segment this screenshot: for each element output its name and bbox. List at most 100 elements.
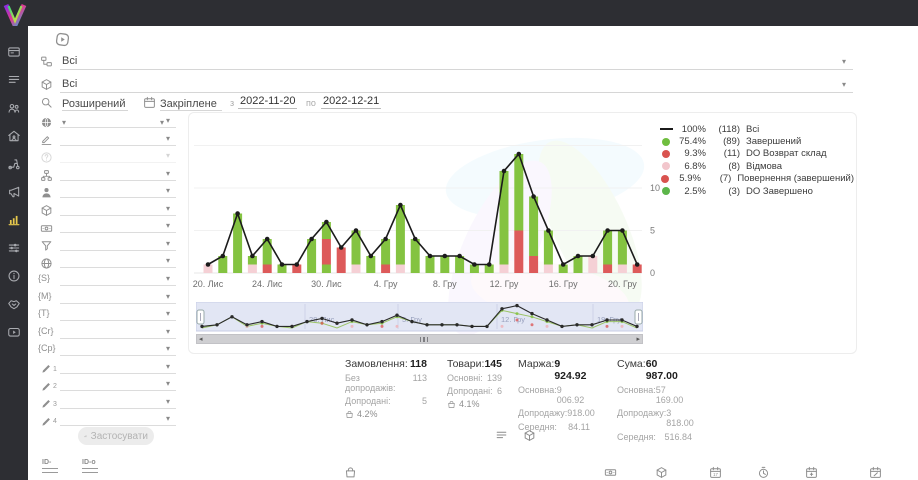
filter-select-sitemap[interactable]: ▾ [36, 166, 176, 183]
users-icon [7, 101, 21, 115]
upsell-rate-badge: 4.1% [447, 399, 502, 409]
bag-icon [345, 410, 354, 419]
date-to-label: по [306, 98, 316, 108]
orders-chart[interactable]: 0 5 10 20. Лис 24. Лис 30. Лис 4. Гру 8. Гру 12.… [190, 114, 850, 300]
sidebar-item-users[interactable] [0, 94, 28, 122]
column-header-cube[interactable] [655, 464, 669, 478]
sidebar-item-video[interactable] [0, 318, 28, 346]
filter-select-cr[interactable]: {Cr} ▾ [36, 324, 176, 341]
column-header-calendar-edit[interactable] [869, 464, 883, 478]
mode-select[interactable]: Розширений ▾ [62, 94, 128, 127]
product-select[interactable]: Всі ▾ [38, 77, 853, 93]
filter-select-pen-line[interactable]: ▾ [36, 131, 176, 148]
statuses-view-toggle[interactable] [495, 427, 509, 441]
filter-select-pencil3[interactable]: 3 ▾ [36, 394, 176, 411]
top-bar [0, 0, 918, 28]
legend-item-0[interactable]: 100% (118) Всі [658, 123, 854, 135]
sliders-icon [7, 241, 21, 255]
sidebar-item-info[interactable] [0, 262, 28, 290]
minibars-icon [84, 431, 87, 441]
legend-item-2[interactable]: 9.3% (11) DO Возврат склад [658, 148, 854, 160]
pencil-icon [40, 415, 53, 428]
period-select-value: Закріплене [160, 98, 217, 110]
date-from-input[interactable]: 2022-11-20 [238, 95, 298, 109]
calendar-add-icon [805, 466, 818, 479]
brush-left-handle[interactable] [196, 309, 205, 325]
filter-select-globe-solid[interactable]: ▾ [36, 113, 176, 130]
filter-select-globe-wire[interactable]: ▾ [36, 253, 176, 270]
filter-select-banknote[interactable]: ▾ [36, 218, 176, 235]
column-header-banknote[interactable] [604, 464, 618, 478]
column-header-id-o[interactable]: ID-o [82, 459, 98, 473]
apply-button[interactable]: Застосувати [78, 427, 154, 445]
handshake-icon [7, 297, 21, 311]
svg-text:4. Гру: 4. Гру [374, 279, 398, 289]
filter-select-funnel[interactable]: ▾ [36, 236, 176, 253]
chart-brush-navigator[interactable]: 28. Лис 5. Гру 12. Гру 19. Гру [196, 302, 643, 333]
pencil-icon [40, 362, 53, 375]
filter-select-t[interactable]: {T} ▾ [36, 306, 176, 323]
column-header-calendar-add[interactable] [805, 464, 819, 478]
column-header-timer[interactable] [757, 464, 771, 478]
pencil-icon [40, 397, 53, 410]
period-select[interactable]: Закріплене ▾ [160, 94, 222, 127]
column-header-id-[interactable]: ID- [42, 459, 58, 473]
sidebar-item-handshake[interactable] [0, 290, 28, 318]
filter-select-person[interactable]: ▾ [36, 183, 176, 200]
scrollbar-grip[interactable] [419, 337, 428, 342]
legend-item-5[interactable]: 2.5% (3) DO Завершено [658, 185, 854, 197]
banknote-icon [40, 222, 53, 235]
column-header-calendar-17[interactable] [709, 464, 723, 478]
date-to-input[interactable]: 2022-12-21 [321, 95, 382, 109]
sidebar-item-megaphone[interactable] [0, 178, 28, 206]
flow-icon [40, 55, 53, 68]
search-icon [40, 96, 53, 109]
cube-icon [40, 204, 53, 217]
info-icon [7, 269, 21, 283]
sidebar-item-sliders[interactable] [0, 234, 28, 262]
question-icon [40, 151, 53, 164]
scroll-right-arrow-icon[interactable]: ▸ [636, 336, 640, 343]
brush-right-handle[interactable] [634, 309, 643, 325]
filter-select-s[interactable]: {S} ▾ [36, 271, 176, 288]
date-from-label: з [230, 98, 235, 108]
scroll-left-arrow-icon[interactable]: ◂ [199, 336, 203, 343]
sidebar-item-card[interactable] [0, 38, 28, 66]
svg-text:16. Гру: 16. Гру [549, 279, 578, 289]
sidebar-item-list[interactable] [0, 66, 28, 94]
pencil-icon [40, 380, 53, 393]
bag-icon [344, 466, 357, 479]
product-select-value: Всі [62, 78, 78, 90]
stat-column-margin: Маржа: 9 924.92 Основна: 9 006.92 Допродажу:… [518, 358, 595, 432]
funnel-icon [40, 239, 53, 252]
list-icon [7, 73, 21, 87]
chart-legend: 100% (118) Всі 75.4% (89) Завершений 9.3% (11) D… [658, 123, 854, 197]
app-sidebar [0, 26, 28, 480]
megaphone-icon [7, 185, 21, 199]
legend-item-1[interactable]: 75.4% (89) Завершений [658, 135, 854, 147]
svg-text:12. Гру: 12. Гру [501, 315, 525, 324]
filter-select-m[interactable]: {M} ▾ [36, 289, 176, 306]
video-help-button[interactable] [54, 31, 72, 49]
chart-icon [7, 213, 21, 227]
filter-select-pencil1[interactable]: 1 ▾ [36, 359, 176, 376]
filter-select-question[interactable]: ▾ [36, 148, 176, 165]
sidebar-item-scooter[interactable] [0, 150, 28, 178]
column-header-bag[interactable] [344, 464, 358, 478]
filter-select-pencil2[interactable]: 2 ▾ [36, 376, 176, 393]
filter-select-cp[interactable]: {Cp} ▾ [36, 341, 176, 358]
sidebar-item-chart[interactable] [0, 206, 28, 234]
svg-text:10: 10 [650, 183, 660, 193]
chart-scrollbar[interactable]: ◂ ▸ [196, 334, 643, 344]
filter-select-pencil4[interactable]: 4 ▾ [36, 411, 176, 428]
legend-item-3[interactable]: 6.8% (8) Відмова [658, 160, 854, 172]
brand-logo-icon[interactable] [3, 2, 27, 28]
sidebar-item-warehouse[interactable] [0, 122, 28, 150]
svg-text:24. Лис: 24. Лис [252, 279, 283, 289]
list-icon [495, 429, 508, 442]
legend-item-4[interactable]: 5.9% (7) Повернення (завершений) [658, 173, 854, 185]
warehouse-icon [7, 129, 21, 143]
products-view-toggle[interactable] [523, 427, 537, 441]
funnel-select[interactable]: Всі ▾ [38, 54, 853, 70]
filter-select-cube[interactable]: ▾ [36, 201, 176, 218]
